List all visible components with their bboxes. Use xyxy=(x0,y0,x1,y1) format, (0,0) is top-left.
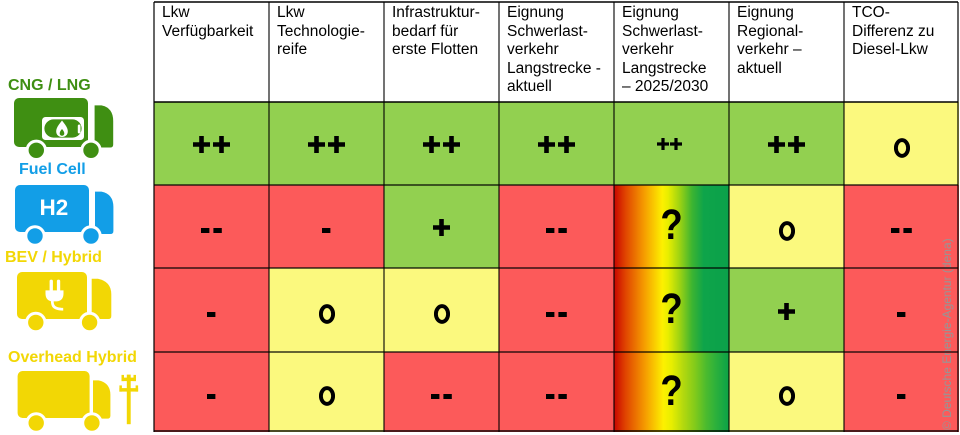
svg-text:H2: H2 xyxy=(40,195,69,220)
